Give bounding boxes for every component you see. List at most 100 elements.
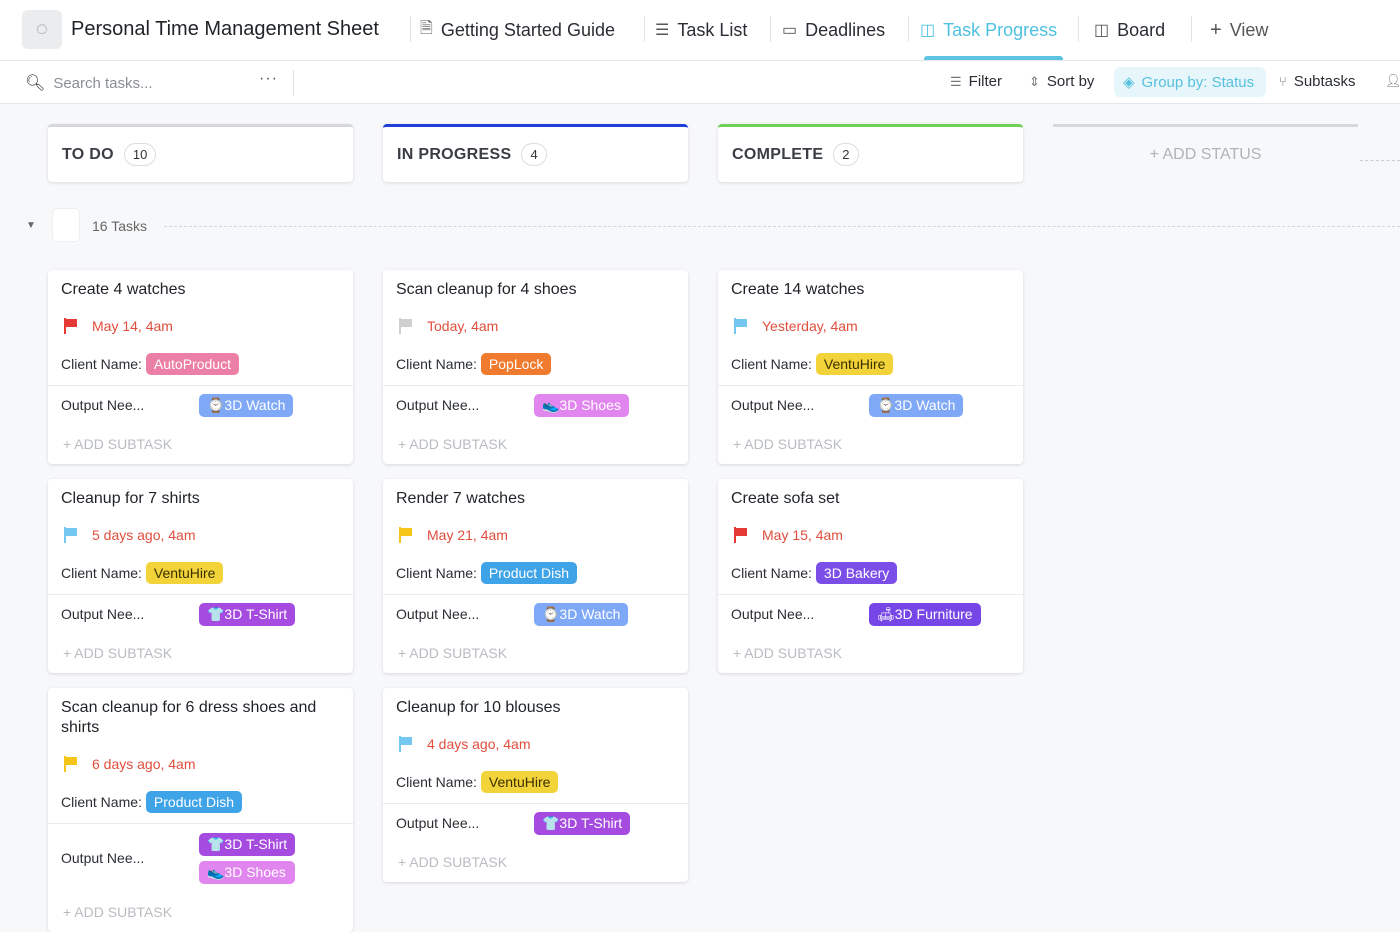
output-label: Output Nee... (731, 397, 815, 413)
task-title[interactable]: Create 14 watches (731, 281, 865, 298)
add-view-button[interactable]: + View (1210, 18, 1268, 42)
client-tag[interactable]: AutoProduct (145, 352, 239, 375)
task-title[interactable]: Scan cleanup for 4 shoes (396, 281, 577, 298)
add-subtask-button[interactable]: + ADD SUBTASK (398, 436, 508, 452)
add-subtask-button[interactable]: + ADD SUBTASK (398, 645, 508, 661)
tab-board[interactable]: ◫ Board (1094, 18, 1165, 42)
task-title[interactable]: Render 7 watches (396, 490, 525, 507)
output-field: Output Nee... 👕3D T-Shirt 👟3D Shoes (48, 824, 353, 892)
output-tag[interactable]: 👕3D T-Shirt (199, 832, 296, 856)
output-tag[interactable]: 👟3D Shoes (534, 393, 629, 417)
client-tag[interactable]: VentuHire (815, 352, 894, 375)
priority-flag-icon[interactable] (399, 527, 413, 543)
column-name: TO DO (62, 145, 114, 163)
output-tag[interactable]: 👕3D T-Shirt (534, 811, 631, 835)
add-subtask-button[interactable]: + ADD SUBTASK (63, 436, 173, 452)
due-date[interactable]: May 14, 4am (48, 318, 353, 334)
priority-flag-icon[interactable] (399, 736, 413, 752)
task-title[interactable]: Scan cleanup for 6 dress shoes and shirt… (61, 699, 317, 736)
add-subtask-button[interactable]: + ADD SUBTASK (398, 854, 508, 870)
task-title[interactable]: Create sofa set (731, 490, 840, 507)
task-title[interactable]: Cleanup for 10 blouses (396, 699, 561, 716)
due-date[interactable]: Yesterday, 4am (718, 318, 1023, 334)
more-options-button[interactable]: ··· (259, 70, 278, 87)
task-title[interactable]: Cleanup for 7 shirts (61, 490, 200, 507)
divider (293, 70, 294, 96)
priority-flag-icon[interactable] (64, 756, 78, 772)
client-tag[interactable]: VentuHire (480, 770, 559, 793)
client-label: Client Name: (396, 355, 477, 372)
task-card[interactable]: Create 14 watches Yesterday, 4am Client … (718, 270, 1023, 464)
client-tag[interactable]: Product Dish (145, 790, 243, 813)
priority-flag-icon[interactable] (734, 318, 748, 334)
task-card[interactable]: Create 4 watches May 14, 4am Client Name… (48, 270, 353, 464)
output-tag[interactable]: 👕3D T-Shirt (199, 602, 296, 626)
task-card[interactable]: Create sofa set May 15, 4am Client Name:… (718, 479, 1023, 673)
filter-icon: ☰ (950, 73, 962, 89)
priority-flag-icon[interactable] (64, 527, 78, 543)
task-card[interactable]: Scan cleanup for 6 dress shoes and shirt… (48, 688, 353, 932)
due-date-text: Yesterday, 4am (762, 318, 858, 334)
tab-getting-started[interactable]: 🗎 Getting Started Guide (420, 18, 615, 42)
add-subtask-button[interactable]: + ADD SUBTASK (63, 645, 173, 661)
add-status-button[interactable]: + ADD STATUS (1053, 124, 1358, 184)
filter-button[interactable]: ☰ Filter (950, 73, 1002, 90)
column-header-to-do[interactable]: TO DO 10 (48, 124, 353, 182)
filter-label: Filter (968, 73, 1002, 90)
search-input[interactable]: 🔍︎ Search tasks... (25, 73, 153, 93)
output-tag[interactable]: ⌚3D Watch (534, 602, 629, 626)
group-by-button[interactable]: ◈ Group by: Status (1114, 67, 1266, 97)
column-count: 2 (833, 143, 859, 166)
workspace-logo-icon[interactable]: ◌ (22, 10, 62, 49)
priority-flag-icon[interactable] (399, 318, 413, 334)
divider (1078, 16, 1079, 42)
output-field: Output Nee... ⌚3D Watch (48, 386, 353, 424)
due-date[interactable]: Today, 4am (383, 318, 688, 334)
add-subtask-button[interactable]: + ADD SUBTASK (733, 436, 843, 452)
column-header-in-progress[interactable]: IN PROGRESS 4 (383, 124, 688, 182)
tab-task-progress[interactable]: ◫ Task Progress (920, 18, 1057, 42)
output-tag[interactable]: ⌚3D Watch (869, 393, 964, 417)
client-field: Client Name: Product Dish (48, 782, 353, 824)
client-field: Client Name: AutoProduct (48, 344, 353, 386)
sort-button[interactable]: ⇕ Sort by (1029, 73, 1094, 90)
due-date[interactable]: 4 days ago, 4am (383, 736, 688, 752)
collapse-caret-icon[interactable]: ▼ (26, 220, 36, 231)
active-tab-indicator (924, 56, 1063, 60)
output-tag[interactable]: 👟3D Shoes (199, 860, 296, 884)
divider (1191, 16, 1192, 42)
client-label: Client Name: (396, 564, 477, 581)
client-label: Client Name: (396, 773, 477, 790)
tab-deadlines[interactable]: ▭ Deadlines (782, 18, 885, 42)
priority-flag-icon[interactable] (734, 527, 748, 543)
output-tag[interactable]: 🛋3D Furniture (869, 602, 981, 626)
client-tag[interactable]: Product Dish (480, 561, 578, 584)
due-date-text: 5 days ago, 4am (92, 527, 196, 543)
due-date[interactable]: 5 days ago, 4am (48, 527, 353, 543)
task-card[interactable]: Scan cleanup for 4 shoes Today, 4am Clie… (383, 270, 688, 464)
add-subtask-button[interactable]: + ADD SUBTASK (63, 904, 173, 920)
task-title[interactable]: Create 4 watches (61, 281, 186, 298)
output-tag[interactable]: ⌚3D Watch (199, 393, 294, 417)
priority-flag-icon[interactable] (64, 318, 78, 334)
due-date[interactable]: 6 days ago, 4am (48, 756, 353, 772)
tab-label: Task Progress (943, 19, 1058, 40)
client-tag[interactable]: VentuHire (145, 561, 224, 584)
task-card[interactable]: Render 7 watches May 21, 4am Client Name… (383, 479, 688, 673)
due-date[interactable]: May 15, 4am (718, 527, 1023, 543)
column-header-complete[interactable]: COMPLETE 2 (718, 124, 1023, 182)
task-card[interactable]: Cleanup for 7 shirts 5 days ago, 4am Cli… (48, 479, 353, 673)
assignee-button[interactable]: 👤︎ (1385, 73, 1400, 89)
tab-task-list[interactable]: ☰ Task List (655, 18, 747, 42)
divider (1360, 160, 1400, 161)
group-checkbox[interactable] (52, 208, 80, 242)
subtasks-button[interactable]: ⑂ Subtasks (1279, 73, 1356, 90)
client-field: Client Name: VentuHire (48, 553, 353, 595)
client-tag[interactable]: 3D Bakery (815, 561, 898, 584)
client-label: Client Name: (731, 564, 812, 581)
due-date[interactable]: May 21, 4am (383, 527, 688, 543)
due-date-text: May 21, 4am (427, 527, 508, 543)
client-tag[interactable]: PopLock (480, 352, 552, 375)
task-card[interactable]: Cleanup for 10 blouses 4 days ago, 4am C… (383, 688, 688, 882)
add-subtask-button[interactable]: + ADD SUBTASK (733, 645, 843, 661)
